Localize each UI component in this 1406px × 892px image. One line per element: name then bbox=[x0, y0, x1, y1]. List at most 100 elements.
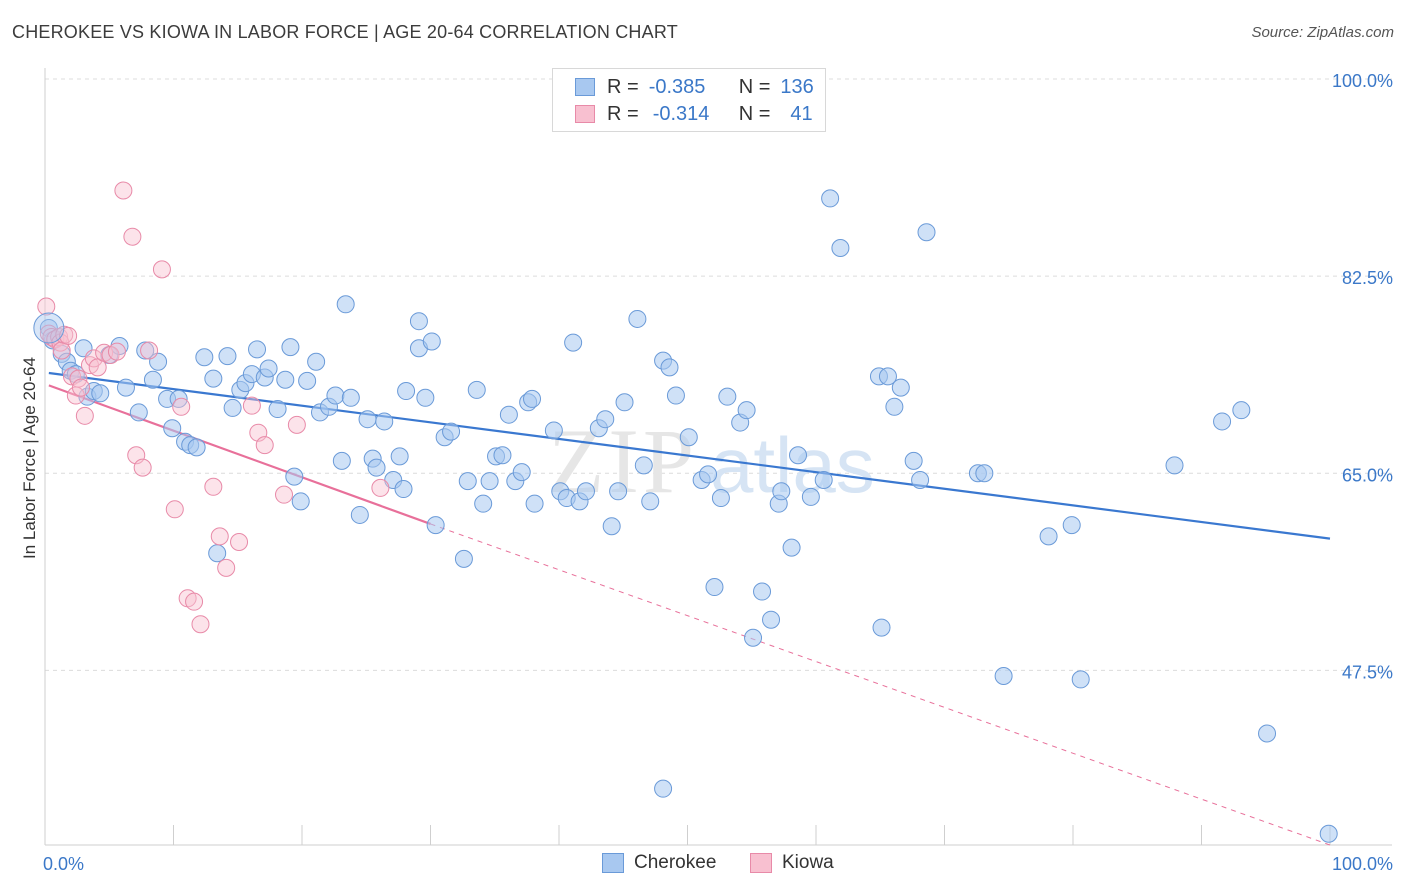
cherokee-point bbox=[422, 332, 441, 351]
cherokee-point bbox=[782, 538, 801, 557]
cherokee-point bbox=[259, 359, 278, 378]
cherokee-point bbox=[307, 352, 326, 371]
cherokee-point bbox=[628, 309, 647, 328]
kiowa-point bbox=[133, 458, 152, 477]
cherokee-point bbox=[523, 389, 542, 408]
cherokee-point bbox=[699, 465, 718, 484]
tick-labels: 47.5% 65.0% 82.5% 100.0% 0.0% 100.0% bbox=[43, 71, 1393, 874]
cherokee-point bbox=[904, 451, 923, 470]
correlation-legend: R = -0.385 N = 136 R = -0.314 N = 41 bbox=[552, 68, 826, 132]
cherokee-point bbox=[885, 397, 904, 416]
cherokee-point bbox=[187, 438, 206, 457]
cherokee-point bbox=[1039, 527, 1058, 546]
cherokee-point bbox=[136, 341, 155, 360]
cherokee-point bbox=[281, 338, 300, 357]
y-tick-label: 47.5% bbox=[1342, 662, 1393, 682]
legend-row-cherokee: R = -0.385 N = 136 bbox=[575, 75, 814, 99]
legend-swatch-kiowa bbox=[575, 105, 595, 123]
cherokee-point bbox=[917, 223, 936, 242]
cherokee-point bbox=[326, 386, 345, 405]
cherokee-point bbox=[291, 492, 310, 511]
cherokee-point bbox=[458, 472, 477, 491]
kiowa-point bbox=[210, 527, 229, 546]
cherokee-point bbox=[1319, 824, 1338, 843]
cherokee-point bbox=[1071, 670, 1090, 689]
cherokee-point bbox=[801, 487, 820, 506]
cherokee-point bbox=[911, 471, 930, 490]
series-legend: Cherokee Kiowa bbox=[0, 852, 1406, 878]
cherokee-point bbox=[609, 482, 628, 501]
cherokee-point bbox=[975, 464, 994, 483]
legend-r-value: -0.314 bbox=[652, 102, 710, 125]
kiowa-point bbox=[275, 485, 294, 504]
kiowa-point bbox=[204, 477, 223, 496]
gridlines bbox=[45, 78, 1392, 671]
cherokee-point bbox=[298, 371, 317, 390]
cherokee-point bbox=[1232, 401, 1251, 420]
legend-item-cherokee[interactable]: Cherokee bbox=[602, 852, 716, 874]
cherokee-point bbox=[1165, 456, 1184, 475]
kiowa-point bbox=[230, 532, 249, 551]
kiowa-point bbox=[107, 342, 126, 361]
cherokee-point bbox=[666, 386, 685, 405]
kiowa-point bbox=[140, 341, 159, 360]
watermark-atlas: atlas bbox=[710, 421, 875, 509]
kiowa-point bbox=[287, 415, 306, 434]
cherokee-point bbox=[480, 472, 499, 491]
legend-r-value: -0.385 bbox=[648, 75, 706, 98]
cherokee-point bbox=[634, 456, 653, 475]
cherokee-point bbox=[744, 628, 763, 647]
cherokee-point bbox=[208, 544, 227, 563]
cherokee-point bbox=[1258, 724, 1277, 743]
cherokee-point bbox=[358, 410, 377, 429]
cherokee-point bbox=[596, 410, 615, 429]
cherokee-point bbox=[654, 779, 673, 798]
cherokee-point bbox=[718, 387, 737, 406]
y-tick-label: 65.0% bbox=[1342, 465, 1393, 485]
cherokee-point bbox=[831, 238, 850, 257]
cherokee-point bbox=[891, 378, 910, 397]
cherokee-point bbox=[195, 348, 214, 367]
y-axis-label: In Labor Force | Age 20-64 bbox=[20, 357, 39, 559]
legend-label-kiowa: Kiowa bbox=[782, 852, 834, 873]
y-tick-label: 100.0% bbox=[1332, 71, 1393, 91]
kiowa-point bbox=[75, 406, 94, 425]
cherokee-trend-line bbox=[48, 371, 1331, 540]
kiowa-point bbox=[191, 615, 210, 634]
legend-n-label: N = bbox=[738, 102, 771, 125]
x-tick-label-max: 100.0% bbox=[1332, 854, 1393, 874]
cherokee-point bbox=[512, 463, 531, 482]
cherokee-point bbox=[660, 358, 679, 377]
kiowa-point bbox=[114, 181, 133, 200]
cherokee-point bbox=[442, 422, 461, 441]
cherokee-point bbox=[499, 405, 518, 424]
trend-lines bbox=[48, 371, 1331, 846]
cherokee-point bbox=[332, 451, 351, 470]
cherokee-point bbox=[711, 489, 730, 508]
cherokee-point bbox=[994, 667, 1013, 686]
cherokee-point bbox=[397, 382, 416, 401]
legend-n-label: N = bbox=[738, 75, 771, 98]
legend-item-kiowa[interactable]: Kiowa bbox=[750, 852, 834, 874]
cherokee-point bbox=[789, 446, 808, 465]
cherokee-point bbox=[454, 549, 473, 568]
legend-n-value: 136 bbox=[780, 75, 814, 98]
cherokee-point bbox=[409, 312, 428, 331]
cherokee-point bbox=[116, 378, 135, 397]
cherokee-point bbox=[878, 367, 897, 386]
cherokee-point bbox=[705, 578, 724, 597]
cherokee-point bbox=[426, 516, 445, 535]
cherokee-point bbox=[390, 447, 409, 466]
cherokee-point bbox=[814, 471, 833, 490]
watermark: ZIP atlas bbox=[548, 410, 875, 512]
cherokee-point bbox=[467, 380, 486, 399]
cherokee-point bbox=[248, 340, 267, 359]
kiowa-point bbox=[165, 500, 184, 519]
cherokee-point bbox=[493, 446, 512, 465]
cherokee-point bbox=[872, 618, 891, 637]
legend-n-value: 41 bbox=[790, 102, 813, 125]
kiowa-point bbox=[172, 397, 191, 416]
source-label: Source: ZipAtlas.com bbox=[1251, 24, 1394, 41]
legend-swatch-cherokee bbox=[575, 78, 595, 96]
cherokee-point bbox=[821, 189, 840, 208]
